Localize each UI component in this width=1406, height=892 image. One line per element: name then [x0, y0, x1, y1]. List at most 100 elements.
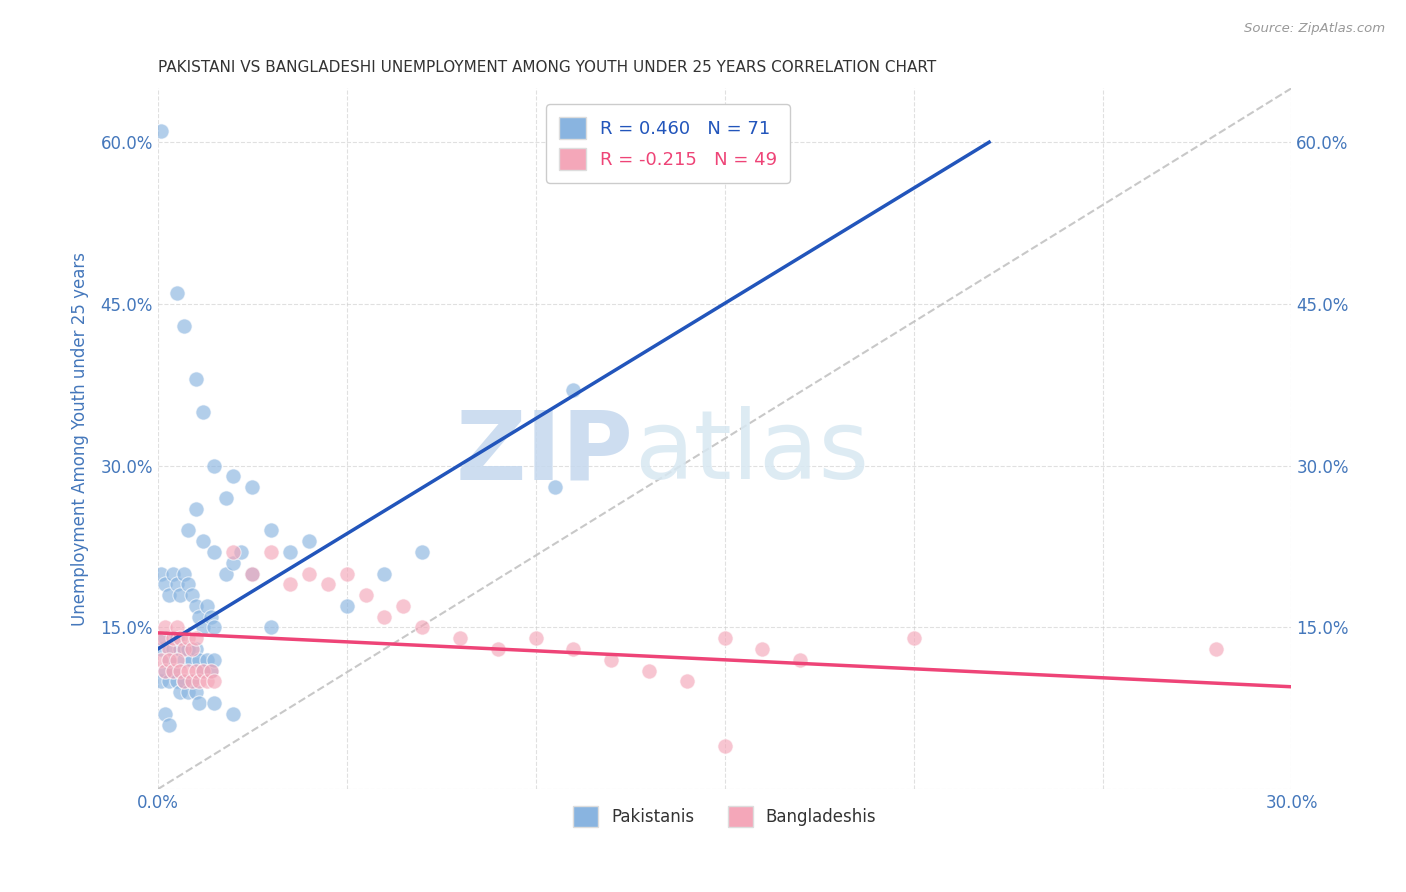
- Point: [543, 480, 565, 494]
- Point: [336, 566, 359, 581]
- Point: [789, 653, 811, 667]
- Point: [184, 632, 207, 646]
- Point: [177, 577, 200, 591]
- Point: [162, 664, 184, 678]
- Point: [638, 664, 661, 678]
- Point: [162, 566, 184, 581]
- Point: [191, 534, 214, 549]
- Point: [222, 706, 245, 721]
- Point: [751, 642, 773, 657]
- Text: ZIP: ZIP: [456, 406, 634, 500]
- Point: [195, 599, 218, 613]
- Point: [184, 501, 207, 516]
- Point: [675, 674, 697, 689]
- Point: [173, 653, 195, 667]
- Point: [373, 609, 395, 624]
- Point: [260, 620, 283, 634]
- Point: [166, 632, 188, 646]
- Point: [188, 696, 211, 710]
- Point: [157, 717, 180, 731]
- Point: [166, 577, 188, 591]
- Point: [177, 664, 200, 678]
- Point: [202, 545, 225, 559]
- Point: [229, 545, 252, 559]
- Point: [195, 653, 218, 667]
- Point: [155, 632, 177, 646]
- Point: [184, 372, 207, 386]
- Point: [486, 642, 509, 657]
- Point: [600, 653, 623, 667]
- Point: [184, 642, 207, 657]
- Text: Source: ZipAtlas.com: Source: ZipAtlas.com: [1244, 22, 1385, 36]
- Point: [202, 653, 225, 667]
- Point: [177, 632, 200, 646]
- Point: [200, 664, 222, 678]
- Point: [222, 556, 245, 570]
- Point: [411, 545, 433, 559]
- Point: [202, 696, 225, 710]
- Point: [157, 653, 180, 667]
- Point: [298, 566, 321, 581]
- Point: [298, 534, 321, 549]
- Point: [184, 599, 207, 613]
- Point: [222, 469, 245, 483]
- Point: [177, 685, 200, 699]
- Point: [157, 588, 180, 602]
- Point: [155, 664, 177, 678]
- Point: [166, 674, 188, 689]
- Point: [155, 664, 177, 678]
- Point: [188, 609, 211, 624]
- Point: [316, 577, 339, 591]
- Text: PAKISTANI VS BANGLADESHI UNEMPLOYMENT AMONG YOUTH UNDER 25 YEARS CORRELATION CHA: PAKISTANI VS BANGLADESHI UNEMPLOYMENT AM…: [157, 60, 936, 75]
- Point: [713, 739, 735, 753]
- Point: [157, 642, 180, 657]
- Legend: Pakistanis, Bangladeshis: Pakistanis, Bangladeshis: [567, 800, 883, 833]
- Point: [173, 642, 195, 657]
- Point: [240, 566, 263, 581]
- Point: [188, 653, 211, 667]
- Point: [184, 664, 207, 678]
- Point: [200, 664, 222, 678]
- Point: [278, 545, 301, 559]
- Point: [177, 642, 200, 657]
- Point: [180, 642, 202, 657]
- Point: [562, 383, 585, 397]
- Point: [188, 674, 211, 689]
- Point: [191, 664, 214, 678]
- Point: [411, 620, 433, 634]
- Point: [1205, 642, 1227, 657]
- Point: [222, 545, 245, 559]
- Point: [173, 566, 195, 581]
- Point: [173, 674, 195, 689]
- Point: [191, 664, 214, 678]
- Point: [202, 620, 225, 634]
- Point: [162, 642, 184, 657]
- Point: [392, 599, 415, 613]
- Point: [260, 524, 283, 538]
- Point: [215, 566, 238, 581]
- Point: [173, 674, 195, 689]
- Point: [191, 405, 214, 419]
- Text: atlas: atlas: [634, 406, 869, 500]
- Point: [903, 632, 925, 646]
- Point: [169, 588, 191, 602]
- Point: [278, 577, 301, 591]
- Point: [562, 642, 585, 657]
- Point: [155, 620, 177, 634]
- Point: [150, 124, 173, 138]
- Point: [169, 685, 191, 699]
- Point: [215, 491, 238, 505]
- Point: [195, 674, 218, 689]
- Point: [240, 480, 263, 494]
- Point: [713, 632, 735, 646]
- Point: [150, 632, 173, 646]
- Point: [157, 674, 180, 689]
- Point: [336, 599, 359, 613]
- Point: [162, 632, 184, 646]
- Point: [166, 620, 188, 634]
- Point: [180, 653, 202, 667]
- Point: [155, 706, 177, 721]
- Point: [184, 685, 207, 699]
- Point: [166, 653, 188, 667]
- Point: [150, 642, 173, 657]
